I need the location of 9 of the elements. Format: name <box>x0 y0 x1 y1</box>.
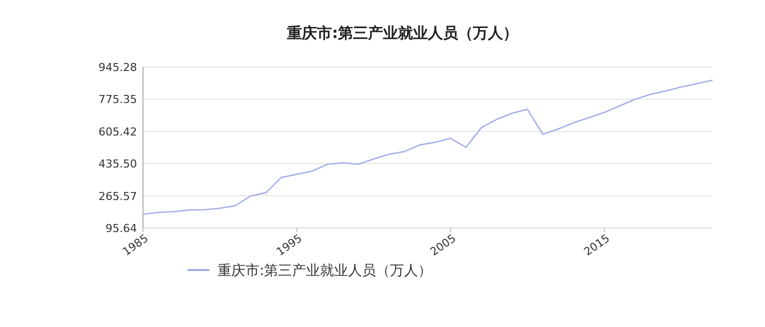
chart-title: 重庆市:第三产业就业人员（万人） <box>286 24 518 42</box>
legend-label: 重庆市:第三产业就业人员（万人） <box>218 263 432 279</box>
y-tick-label: 435.50 <box>98 158 137 171</box>
y-tick-label: 265.57 <box>98 190 137 203</box>
y-tick-label: 775.35 <box>98 93 137 106</box>
line-series <box>142 80 713 215</box>
y-tick-label: 945.28 <box>98 61 137 74</box>
y-tick-label: 605.42 <box>98 125 137 138</box>
y-tick-label: 95.64 <box>106 222 137 235</box>
